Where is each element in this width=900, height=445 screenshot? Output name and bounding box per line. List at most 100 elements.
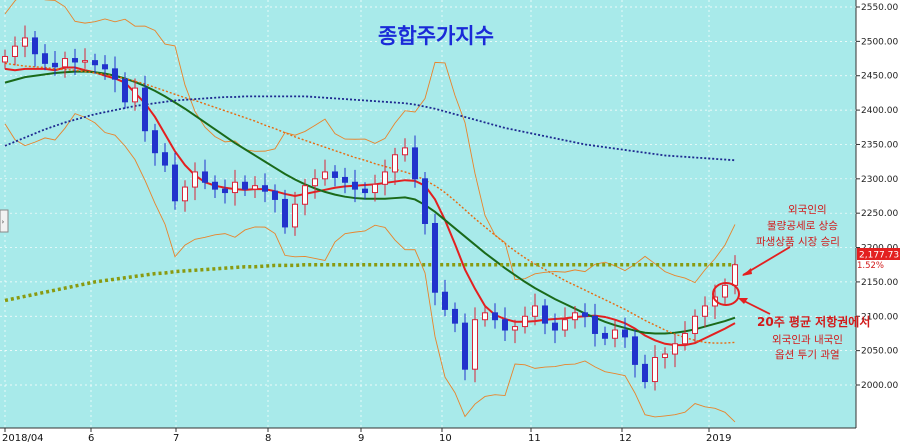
candle-body: [642, 363, 648, 383]
x-tick-label: 8: [265, 433, 271, 444]
candle-body: [432, 222, 438, 293]
candle-body: [582, 312, 588, 317]
candle-body: [222, 188, 228, 194]
last-change-label: 1.52%: [857, 261, 884, 271]
y-tick-label: 2500.00: [861, 37, 898, 47]
candle-body: [182, 186, 188, 202]
candle-body: [402, 147, 408, 156]
candle-body: [322, 171, 328, 180]
candle-body: [332, 171, 338, 178]
candle-body: [672, 343, 678, 355]
candle-body: [22, 37, 28, 47]
x-tick-label: 6: [88, 433, 94, 444]
annotation-top-1: 외국인의: [788, 204, 827, 216]
candle-body: [512, 326, 518, 331]
candle-body: [262, 185, 268, 192]
candle-body: [252, 185, 258, 190]
candles: [2, 25, 738, 391]
candle-body: [302, 185, 308, 205]
candle-body: [2, 55, 8, 63]
candle-body: [572, 312, 578, 321]
y-tick-label: 2350.00: [861, 140, 898, 150]
x-tick-label: 7: [173, 433, 179, 444]
band-lines: [4, 0, 736, 423]
y-tick-label: 2300.00: [861, 175, 898, 185]
left-scroll-handle[interactable]: [0, 209, 9, 233]
grid: [0, 0, 856, 428]
y-tick-label: 2550.00: [861, 3, 898, 13]
candle-body: [212, 181, 218, 190]
candle-body: [492, 312, 498, 321]
candle-body: [142, 87, 148, 132]
x-tick-label: 9: [358, 433, 364, 444]
candle-body: [292, 203, 298, 228]
candle-body: [622, 329, 628, 338]
candle-body: [542, 305, 548, 324]
candle-body: [282, 198, 288, 228]
candle-body: [602, 332, 608, 339]
candle-body: [352, 181, 358, 190]
x-tick-label: 10: [439, 433, 452, 444]
upper-band-line: [4, 0, 736, 284]
y-tick-label: 2400.00: [861, 106, 898, 116]
candle-body: [112, 68, 118, 80]
y-tick-label: 2150.00: [861, 278, 898, 288]
candle-body: [482, 312, 488, 321]
candle-body: [162, 152, 168, 166]
candle-body: [452, 308, 458, 324]
candle-body: [62, 58, 68, 68]
annotation-top-3: 파생상품 시장 승리: [756, 236, 840, 248]
ma-orange-dotted-line: [4, 62, 736, 344]
candle-body: [132, 87, 138, 103]
y-tick-label: 2000.00: [861, 381, 898, 391]
lower-band-line: [4, 113, 736, 423]
y-tick-label: 2050.00: [861, 347, 898, 357]
arrow-head-2: [738, 298, 748, 304]
left-scroll-handle-icon: ›: [2, 218, 5, 226]
candle-body: [362, 188, 368, 194]
candle-body: [532, 305, 538, 317]
y-tick-label: 2100.00: [861, 312, 898, 322]
candle-body: [202, 171, 208, 183]
last-price-label: 2,177.73: [859, 251, 899, 261]
candle-body: [632, 336, 638, 365]
arrow-head-1: [742, 268, 752, 276]
x-tick-label: 2018/04: [2, 433, 44, 444]
x-axis-ticks: 2018/04 6 7 8 9 10 11 12 2019: [2, 428, 731, 444]
candle-body: [232, 181, 238, 194]
y-tick-label: 2450.00: [861, 72, 898, 82]
candle-body: [612, 329, 618, 339]
annotation-bottom-2: 옵션 투기 과열: [775, 349, 840, 361]
candle-body: [442, 291, 448, 310]
x-tick-label: 12: [619, 433, 632, 444]
annotation-bottom-head: 20주 평균 저항권에서: [757, 314, 870, 329]
candle-body: [42, 53, 48, 64]
candle-body: [522, 315, 528, 328]
candle-body: [472, 319, 478, 370]
candle-body: [52, 62, 58, 68]
candle-body: [92, 60, 98, 66]
y-tick-label: 2250.00: [861, 209, 898, 219]
last-price-tag: [857, 248, 900, 260]
annotation-bottom-1: 외국인과 내국인: [772, 334, 843, 346]
candle-body: [272, 190, 278, 200]
candle-body: [152, 130, 158, 154]
candle-body: [372, 183, 378, 194]
candle-body: [412, 147, 418, 180]
candle-body: [652, 357, 658, 383]
candle-body: [722, 284, 728, 298]
candle-body: [102, 64, 108, 70]
highlight-circle: [712, 282, 740, 306]
candle-body: [562, 319, 568, 331]
candle-body: [502, 319, 508, 331]
candle-body: [242, 181, 248, 190]
candle-body: [172, 164, 178, 202]
candle-body: [382, 171, 388, 185]
candle-body: [12, 45, 18, 57]
annotation-top-2: 물량공세로 상승: [767, 220, 838, 232]
candle-body: [692, 315, 698, 334]
candle-body: [32, 37, 38, 55]
candle-body: [342, 176, 348, 183]
candle-body: [662, 353, 668, 359]
candle-body: [702, 305, 708, 317]
